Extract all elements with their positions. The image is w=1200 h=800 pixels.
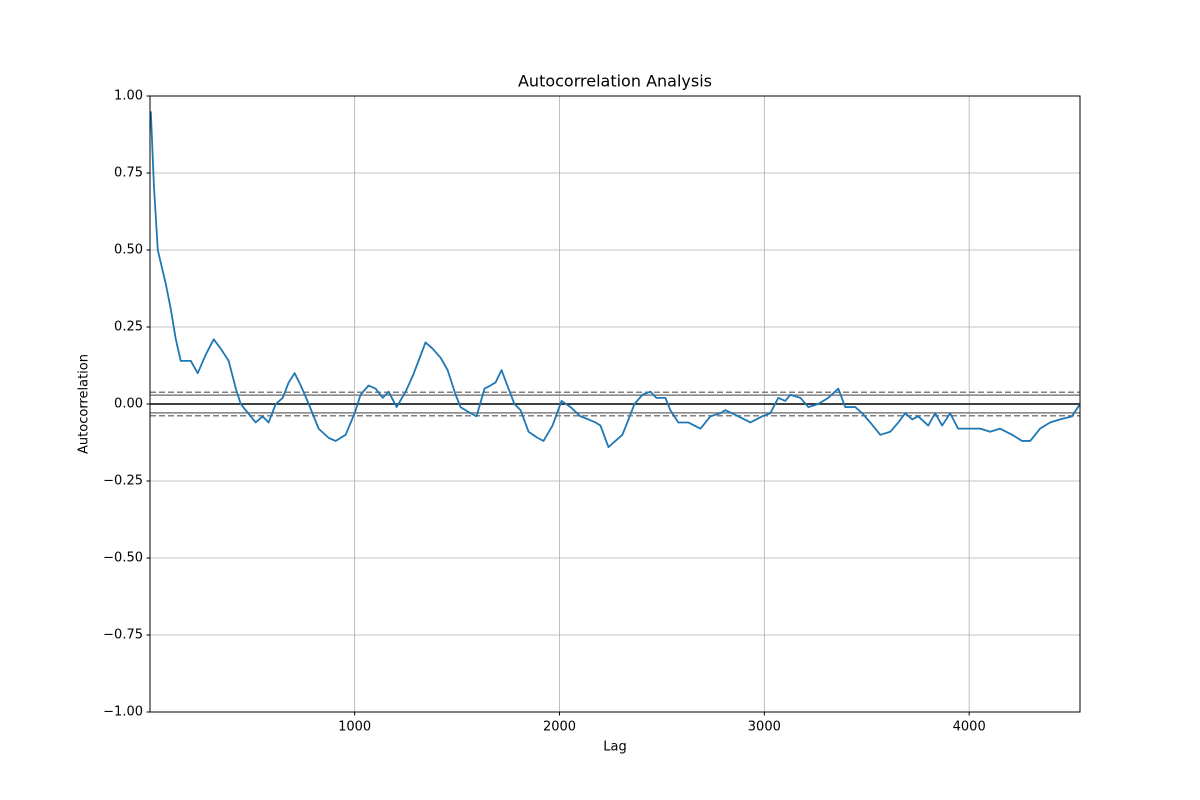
y-tick-label: 0.00 <box>114 397 143 412</box>
x-axis-label: Lag <box>603 740 626 755</box>
y-tick-label: −1.00 <box>103 705 143 720</box>
x-tick-label: 3000 <box>748 720 781 735</box>
acf-line <box>149 111 1081 449</box>
y-tick-label: 0.50 <box>114 243 143 258</box>
y-tick-label: 1.00 <box>114 89 143 104</box>
y-tick-label: 0.75 <box>114 166 143 181</box>
y-tick-label: −0.25 <box>103 474 143 489</box>
x-tick-label: 2000 <box>543 720 576 735</box>
y-axis-label: Autocorrelation <box>77 354 92 454</box>
axes-frame <box>149 95 1081 713</box>
x-tick-label: 1000 <box>338 720 371 735</box>
y-tick-label: −0.75 <box>103 628 143 643</box>
x-tick-label: 4000 <box>953 720 986 735</box>
chart-title: Autocorrelation Analysis <box>518 72 712 91</box>
y-tick-label: 0.25 <box>114 320 143 335</box>
y-tick-label: −0.50 <box>103 551 143 566</box>
